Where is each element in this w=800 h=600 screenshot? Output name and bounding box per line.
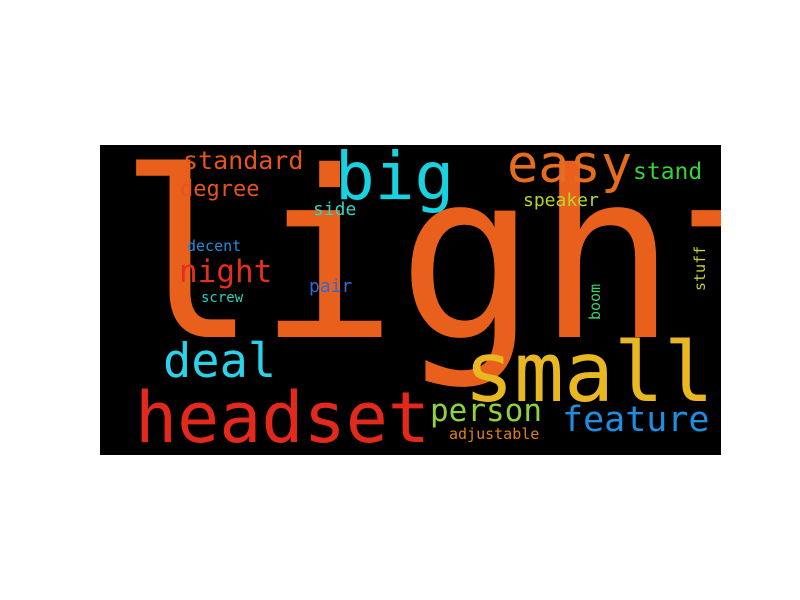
word-night: night [179, 254, 273, 290]
word-boom: boom [586, 283, 604, 320]
word-side: side [313, 199, 357, 220]
word-decent: decent [187, 237, 242, 255]
word-person: person [430, 393, 542, 429]
word-feature: feature [562, 400, 710, 440]
word-stuff: stuff [691, 245, 709, 291]
word-small: small [464, 324, 714, 421]
word-headset: headset [135, 377, 431, 455]
word-standard: standard [183, 146, 304, 175]
word-pair: pair [309, 276, 353, 297]
word-adjustable: adjustable [449, 425, 540, 443]
word-cloud: light small headset big easy deal person… [100, 145, 721, 455]
word-easy: easy [507, 145, 633, 195]
word-degree: degree [180, 177, 260, 202]
word-screw: screw [201, 290, 244, 306]
word-light: light [118, 145, 721, 392]
word-big: big [335, 145, 455, 215]
word-speaker: speaker [523, 190, 599, 211]
word-deal: deal [163, 334, 277, 389]
word-stand: stand [633, 159, 703, 185]
